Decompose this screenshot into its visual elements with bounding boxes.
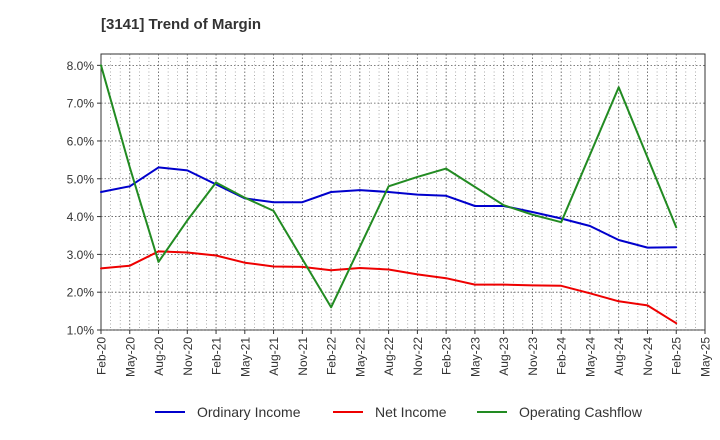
legend-item-net-income: Net Income (333, 404, 447, 420)
y-tick-label: 2.0% (67, 286, 95, 300)
legend-label-ordinary-income: Ordinary Income (197, 404, 301, 420)
x-tick-label: Nov-24 (641, 337, 655, 376)
series-line-ordinary-income (100, 166, 678, 249)
x-tick-label: Aug-24 (612, 337, 626, 376)
x-tick-label: Feb-25 (670, 337, 684, 375)
series-line-net-income (100, 250, 678, 325)
x-tick-label: May-21 (238, 337, 252, 377)
x-tick-label: May-20 (123, 337, 137, 377)
x-tick-label: Aug-20 (152, 337, 166, 376)
legend: Ordinary Income Net Income Operating Cas… (0, 404, 720, 426)
legend-swatch-net-income (333, 411, 363, 413)
x-tick-label: Nov-23 (526, 337, 540, 376)
y-tick-label: 6.0% (67, 134, 95, 148)
y-tick-label: 3.0% (67, 248, 95, 262)
x-tick-label: Feb-24 (555, 337, 569, 375)
legend-label-net-income: Net Income (375, 404, 447, 420)
y-tick-label: 1.0% (67, 324, 95, 338)
x-tick-label: Nov-20 (181, 337, 195, 376)
margin-line-chart: 1.0% 2.0% 3.0% 4.0% 5.0% 6.0% 7.0% 8.0% Feb-20 M… (67, 53, 713, 377)
x-tick-label: Aug-23 (497, 337, 511, 376)
legend-item-operating-cashflow: Operating Cashflow (477, 404, 642, 420)
y-tick-label: 5.0% (67, 172, 95, 186)
x-tick-label: Feb-21 (210, 337, 224, 375)
x-tick-label: Aug-21 (267, 337, 281, 376)
x-axis-ticks: Feb-20 May-20 Aug-20 Nov-20 Feb-21 May-21 Aug-… (95, 330, 713, 377)
legend-item-ordinary-income: Ordinary Income (155, 404, 300, 420)
grid-lines (101, 54, 705, 331)
x-tick-label: May-23 (468, 337, 482, 377)
series-line-operating-cashflow (100, 64, 678, 309)
y-tick-label: 4.0% (67, 210, 95, 224)
legend-swatch-ordinary-income (155, 411, 185, 413)
x-tick-label: May-22 (353, 337, 367, 377)
plot-background (100, 53, 706, 331)
y-axis-ticks: 1.0% 2.0% 3.0% 4.0% 5.0% 6.0% 7.0% 8.0% (67, 59, 101, 338)
x-tick-label: Nov-22 (411, 337, 425, 376)
x-tick-label: Feb-22 (325, 337, 339, 375)
y-tick-label: 8.0% (67, 59, 95, 73)
x-tick-label: Aug-22 (382, 337, 396, 376)
legend-swatch-operating-cashflow (477, 411, 507, 413)
chart-title: [3141] Trend of Margin (101, 16, 262, 33)
x-tick-label: Nov-21 (296, 337, 310, 376)
series-lines (100, 64, 678, 325)
x-tick-label: Feb-20 (95, 337, 109, 375)
x-tick-label: May-25 (699, 337, 713, 377)
y-tick-label: 7.0% (67, 97, 95, 111)
x-tick-label: May-24 (583, 337, 597, 377)
legend-label-operating-cashflow: Operating Cashflow (519, 404, 642, 420)
x-tick-label: Feb-23 (440, 337, 454, 375)
